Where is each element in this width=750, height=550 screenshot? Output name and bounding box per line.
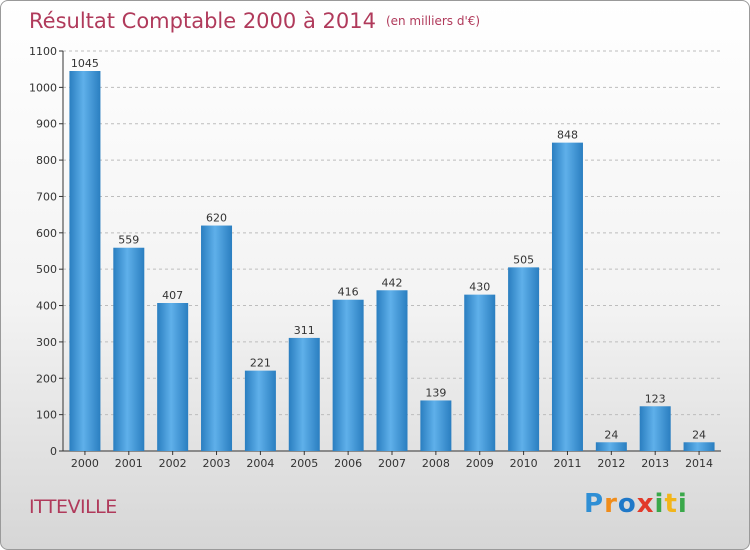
y-tick-label: 600: [36, 227, 57, 240]
x-tick-label: 2012: [597, 457, 625, 470]
bar: [244, 370, 276, 451]
y-tick-label: 0: [50, 445, 57, 458]
y-tick-label: 1000: [29, 81, 57, 94]
x-tick-label: 2000: [71, 457, 99, 470]
chart-subtitle: (en milliers d'€): [385, 14, 481, 28]
x-tick-label: 2005: [290, 457, 318, 470]
bar: [420, 400, 452, 451]
data-label: 407: [162, 289, 183, 302]
logo-letter: P: [584, 489, 605, 519]
y-tick-label: 700: [36, 190, 57, 203]
y-tick-label: 800: [36, 154, 57, 167]
chart-title-text: Résultat Comptable 2000 à 2014: [29, 9, 376, 33]
bar: [508, 267, 540, 451]
y-tick-label: 400: [36, 300, 57, 313]
data-label: 848: [557, 129, 578, 142]
logo-letter: o: [617, 489, 637, 519]
bar: [201, 225, 233, 451]
logo-letter: i: [654, 489, 665, 519]
x-tick-label: 2002: [159, 457, 187, 470]
data-label: 505: [513, 253, 534, 266]
data-label: 24: [692, 428, 706, 441]
y-tick-label: 500: [36, 263, 57, 276]
data-label: 442: [382, 276, 403, 289]
labels: 0 100 200 300 400 500 600 700 800 900 1000 1100 1045…: [29, 45, 713, 470]
data-label: 416: [338, 286, 359, 299]
bar: [288, 337, 320, 451]
y-tick-label: 1100: [29, 45, 57, 58]
bar: [376, 290, 408, 451]
y-tick-label: 200: [36, 372, 57, 385]
bar: [595, 442, 627, 451]
bar: [551, 142, 583, 452]
data-label: 1045: [71, 57, 99, 70]
x-tick-label: 2004: [246, 457, 274, 470]
logo-letter: t: [664, 489, 678, 519]
bar: [69, 71, 101, 451]
data-label: 311: [294, 324, 315, 337]
chart-title: Résultat Comptable 2000 à 2014 (en millie…: [29, 9, 480, 33]
bar: [464, 294, 496, 451]
x-tick-label: 2007: [378, 457, 406, 470]
logo-letter: i: [677, 489, 688, 519]
x-tick-label: 2013: [641, 457, 669, 470]
data-label: 559: [118, 234, 139, 247]
x-tick-label: 2010: [510, 457, 538, 470]
commune-name: ITTEVILLE: [29, 496, 117, 518]
x-tick-label: 2001: [115, 457, 143, 470]
x-tick-label: 2014: [685, 457, 713, 470]
data-label: 139: [425, 386, 446, 399]
bar: [639, 406, 671, 451]
y-tick-label: 900: [36, 118, 57, 131]
bar: [113, 247, 145, 451]
data-label: 430: [469, 281, 490, 294]
data-label: 221: [250, 357, 271, 370]
data-label: 24: [604, 428, 618, 441]
data-label: 123: [645, 392, 666, 405]
x-tick-label: 2011: [553, 457, 581, 470]
x-tick-label: 2009: [466, 457, 494, 470]
y-tick-label: 300: [36, 336, 57, 349]
data-label: 620: [206, 212, 227, 225]
bar: [332, 299, 364, 451]
bars: [69, 71, 715, 452]
logo-letter: r: [604, 489, 618, 519]
proxiti-logo[interactable]: Proxiti: [584, 489, 688, 519]
x-tick-label: 2008: [422, 457, 450, 470]
x-tick-label: 2003: [203, 457, 231, 470]
bar: [157, 303, 189, 451]
bar: [683, 442, 715, 451]
y-tick-label: 100: [36, 409, 57, 422]
logo-letter: x: [636, 489, 655, 519]
x-tick-label: 2006: [334, 457, 362, 470]
